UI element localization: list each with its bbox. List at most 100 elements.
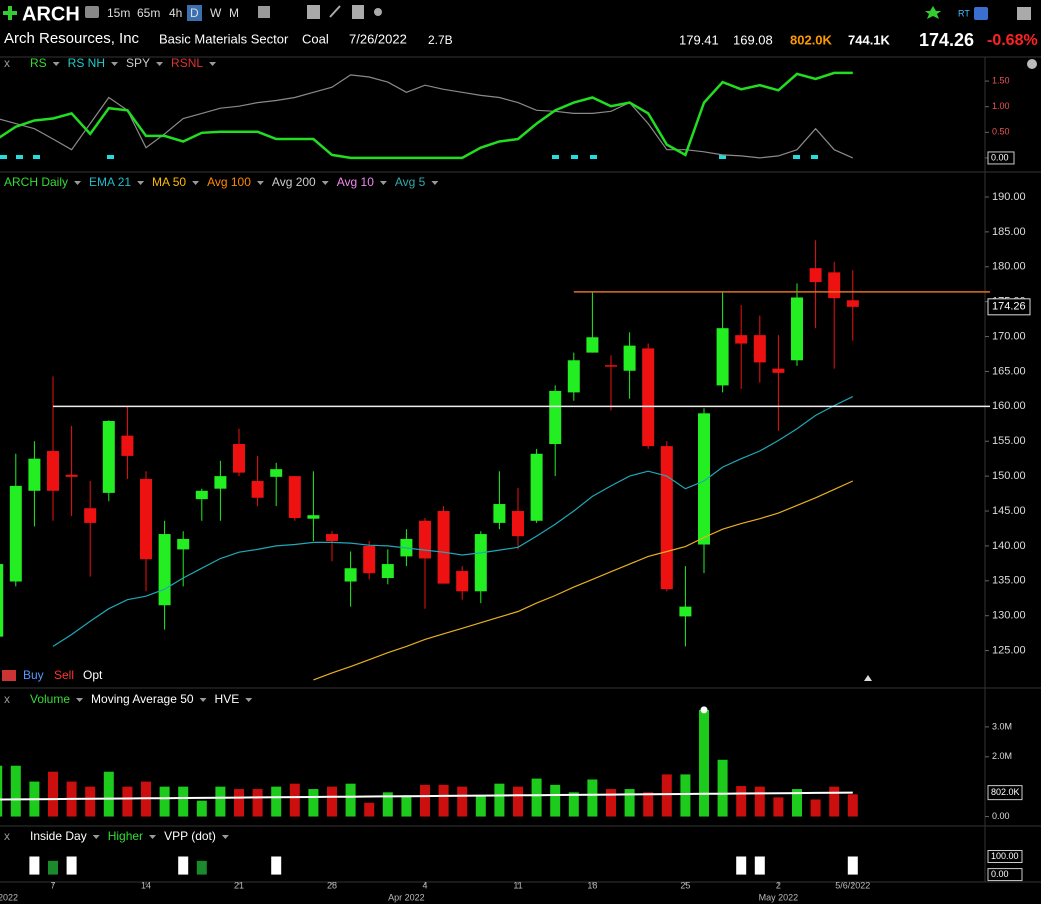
candle-body: [47, 451, 59, 491]
dropdown-arrow[interactable]: [431, 181, 439, 185]
icon[interactable]: [85, 6, 99, 18]
ticker: ARCH: [22, 3, 80, 25]
legend-item[interactable]: EMA 21: [89, 175, 131, 189]
volume-bar: [847, 794, 858, 817]
company: Arch Resources, Inc: [4, 30, 140, 47]
legend-item[interactable]: RS NH: [68, 56, 105, 70]
legend-item[interactable]: Avg 5: [395, 175, 426, 189]
timeframe-button[interactable]: D: [190, 6, 199, 20]
candle-body: [456, 571, 469, 592]
legend-item[interactable]: SPY: [126, 56, 150, 70]
dropdown-arrow[interactable]: [111, 62, 119, 66]
icon[interactable]: [352, 5, 364, 19]
legend-item[interactable]: Volume: [30, 692, 70, 706]
dropdown-arrow[interactable]: [76, 698, 84, 702]
legend-item[interactable]: Higher: [108, 829, 143, 843]
y-tick-label: 0.00: [992, 811, 1010, 821]
dropdown-arrow[interactable]: [156, 62, 164, 66]
dropdown-arrow[interactable]: [245, 698, 253, 702]
icon[interactable]: [374, 8, 382, 16]
date: 7/26/2022: [349, 31, 407, 46]
legend-item[interactable]: x: [4, 829, 10, 843]
dropdown-arrow[interactable]: [149, 835, 157, 839]
buy-button[interactable]: Buy: [23, 668, 44, 682]
legend-item[interactable]: Moving Average 50: [91, 692, 194, 706]
dropdown-arrow[interactable]: [137, 181, 145, 185]
timeframe-button[interactable]: M: [229, 6, 239, 20]
trade-icon[interactable]: [2, 670, 16, 681]
x-tick-label: 7: [50, 880, 55, 890]
timeframe-button[interactable]: W: [210, 6, 222, 20]
moving-average: [52, 396, 854, 647]
candle-body: [28, 458, 41, 491]
volume-bar: [382, 792, 393, 817]
timeframe-button[interactable]: 4h: [169, 6, 182, 20]
volume-bar: [364, 802, 375, 817]
icon[interactable]: [1017, 7, 1031, 20]
legend-item[interactable]: Avg 10: [337, 175, 374, 189]
low: 169.08: [733, 32, 773, 47]
timeframe-active: [187, 5, 202, 21]
candle-body: [698, 413, 710, 545]
icon[interactable]: [974, 7, 988, 20]
scroll-marker[interactable]: [864, 675, 872, 681]
icon[interactable]: [307, 5, 320, 19]
legend-item[interactable]: x: [4, 692, 10, 706]
rt-label[interactable]: RT: [958, 8, 970, 18]
y-tick-label: 100.00: [991, 851, 1019, 861]
add-icon[interactable]: [3, 6, 17, 20]
signal-bar: [847, 856, 858, 875]
y-tick-label: 145.00: [992, 505, 1026, 517]
timeframe-button[interactable]: 15m: [107, 6, 130, 20]
timeframe-button[interactable]: 65m: [137, 6, 160, 20]
settings-icon[interactable]: [1027, 59, 1037, 69]
candle-body: [716, 328, 729, 386]
y-tick-label: 185.00: [992, 226, 1026, 238]
dropdown-arrow[interactable]: [199, 698, 207, 702]
y-tick-label: 3.0M: [992, 721, 1012, 731]
candle-body: [419, 520, 431, 559]
legend-item[interactable]: Avg 200: [272, 175, 316, 189]
candle-body: [437, 511, 450, 584]
dropdown-arrow[interactable]: [321, 181, 329, 185]
value-box: [987, 785, 1023, 801]
period-label: May 2022: [759, 892, 799, 902]
dropdown-arrow[interactable]: [52, 62, 60, 66]
candle-body: [381, 564, 394, 579]
icon[interactable]: [258, 6, 270, 18]
legend-item[interactable]: VPP (dot): [164, 829, 216, 843]
sell-button[interactable]: Sell: [54, 668, 74, 682]
volume-bar: [494, 783, 505, 817]
volume-bar: [531, 778, 542, 817]
legend-item[interactable]: Avg 100: [207, 175, 251, 189]
legend-item[interactable]: RS: [30, 56, 47, 70]
plot: [29, 856, 858, 875]
legend-item[interactable]: x: [4, 56, 10, 70]
legend-item[interactable]: Inside Day: [30, 829, 87, 843]
dropdown-arrow[interactable]: [379, 181, 387, 185]
volume-bar: [271, 786, 282, 817]
volume-bar: [103, 771, 114, 817]
volume-bar: [122, 786, 133, 817]
icon[interactable]: [329, 5, 341, 18]
dropdown-arrow[interactable]: [74, 181, 82, 185]
dropdown-arrow[interactable]: [92, 835, 100, 839]
star-icon[interactable]: [925, 6, 941, 19]
candle-body: [605, 365, 617, 367]
candle-body: [623, 345, 636, 371]
volume-bar: [420, 784, 430, 817]
dropdown-arrow[interactable]: [221, 835, 229, 839]
legend-item[interactable]: ARCH Daily: [4, 175, 68, 189]
legend-item[interactable]: HVE: [215, 692, 240, 706]
volume-bar: [401, 795, 412, 817]
dropdown-arrow[interactable]: [192, 181, 200, 185]
candle-body: [177, 538, 190, 550]
candle-body: [493, 504, 506, 523]
legend-item[interactable]: MA 50: [152, 175, 186, 189]
dropdown-arrow[interactable]: [256, 181, 264, 185]
dropdown-arrow[interactable]: [209, 62, 217, 66]
legend-item[interactable]: RSNL: [171, 56, 203, 70]
opt-button[interactable]: Opt: [83, 668, 103, 682]
x-tick-label: 5/6/2022: [835, 880, 870, 890]
volume-bar: [810, 799, 821, 817]
